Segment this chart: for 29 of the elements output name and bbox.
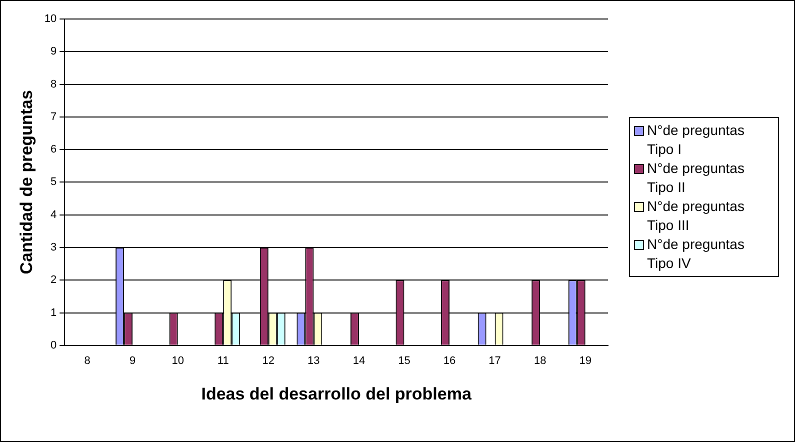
legend-label: N°de preguntas Tipo I	[647, 121, 746, 159]
y-tick-label: 6	[50, 144, 57, 156]
y-tick-label: 2	[50, 274, 57, 286]
x-tick-label: 14	[352, 355, 366, 368]
x-axis-title: Ideas del desarrollo del problema	[201, 384, 472, 404]
legend-label: N°de preguntas Tipo II	[647, 159, 746, 197]
x-tick-label: 11	[217, 355, 229, 368]
x-tick-label: 15	[398, 355, 410, 368]
x-tick-label: 12	[262, 355, 275, 368]
x-tick-label: 13	[308, 355, 320, 368]
y-tick-label: 7	[50, 110, 57, 123]
legend-label: N°de preguntas Tipo III	[647, 197, 746, 235]
y-tick-label: 0	[50, 339, 57, 352]
y-tick-label: 10	[44, 13, 57, 26]
x-tick-label: 8	[84, 355, 90, 368]
y-tick-label: 8	[50, 78, 57, 90]
x-tick-label: 18	[534, 355, 546, 368]
x-tick-label: 16	[443, 355, 456, 368]
legend-label: N°de preguntas Tipo IV	[647, 235, 746, 273]
x-tick-label: 17	[488, 355, 501, 368]
y-tick-label: 3	[50, 242, 57, 254]
y-tick-label: 5	[50, 176, 57, 188]
x-tick-label: 9	[129, 355, 136, 368]
y-tick-label: 1	[50, 306, 57, 319]
y-tick-label: 4	[50, 208, 57, 221]
x-tick-label: 10	[172, 355, 184, 368]
y-tick-label: 9	[50, 46, 57, 58]
x-tick-label: 19	[579, 355, 592, 368]
y-axis-title: Cantidad de preguntas	[16, 90, 36, 274]
